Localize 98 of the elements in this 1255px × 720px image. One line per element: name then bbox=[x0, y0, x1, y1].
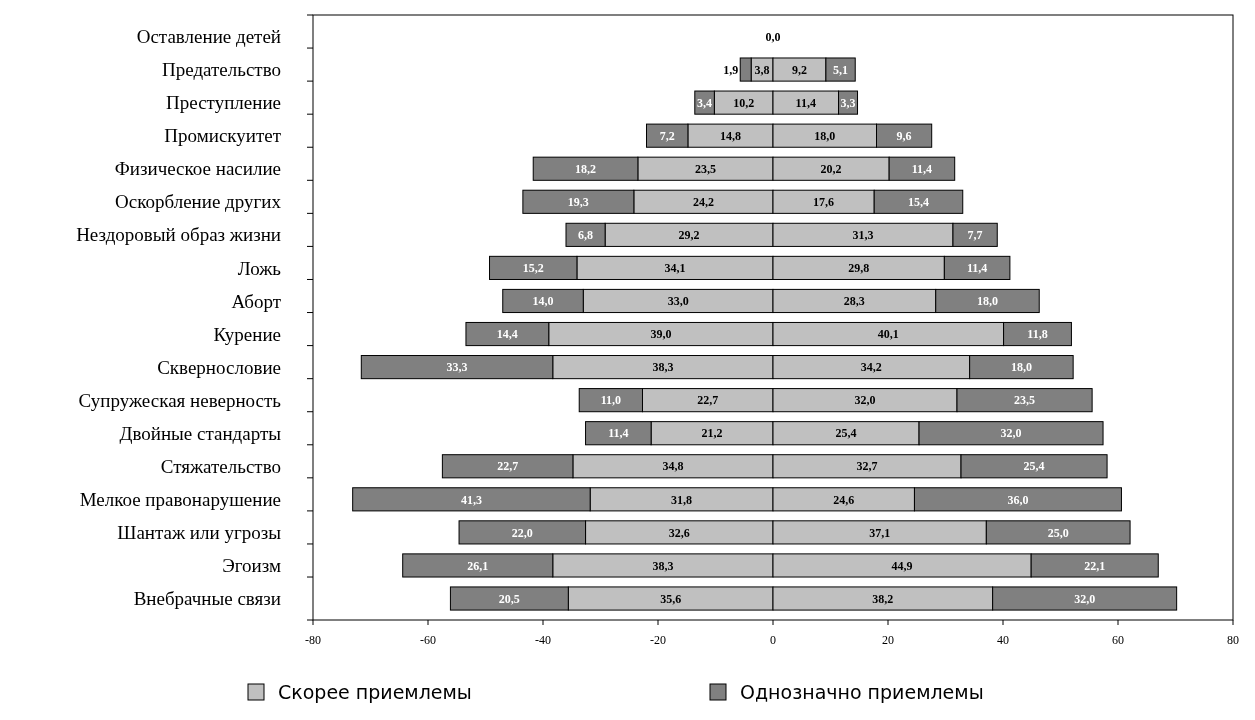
data-label: 37,1 bbox=[869, 525, 891, 540]
data-label: 35,6 bbox=[660, 591, 682, 606]
data-label: 11,4 bbox=[608, 426, 629, 441]
x-tick-label: 20 bbox=[882, 633, 894, 647]
data-label: 28,3 bbox=[843, 294, 865, 309]
y-tick-label: Сквернословие bbox=[157, 356, 281, 378]
data-label: 7,2 bbox=[659, 128, 675, 143]
y-tick-label: Мелкое правонарушение bbox=[79, 488, 281, 510]
x-tick-label: -20 bbox=[650, 633, 666, 647]
data-label: 34,8 bbox=[662, 459, 684, 474]
data-label: 3,3 bbox=[840, 95, 856, 110]
y-tick-label: Супружеская неверность bbox=[78, 389, 282, 411]
y-tick-label: Ложь bbox=[237, 257, 282, 279]
x-tick-label: 80 bbox=[1227, 633, 1239, 647]
data-label: 29,8 bbox=[848, 261, 870, 276]
data-label: 20,2 bbox=[820, 161, 842, 176]
data-label: 3,8 bbox=[754, 62, 770, 77]
data-label: 25,4 bbox=[1023, 459, 1045, 474]
data-label: 38,3 bbox=[652, 558, 674, 573]
x-tick-label: -80 bbox=[305, 633, 321, 647]
data-label: 25,4 bbox=[835, 426, 857, 441]
y-tick-label: Предательство bbox=[162, 59, 281, 81]
data-label: 11,4 bbox=[795, 95, 816, 110]
data-label: 24,2 bbox=[692, 194, 714, 209]
x-tick-label: 60 bbox=[1112, 633, 1124, 647]
data-label: 18,0 bbox=[976, 294, 998, 309]
data-label: 36,0 bbox=[1007, 492, 1029, 507]
legend-label: Однозначно приемлемы bbox=[740, 680, 984, 703]
data-label: 32,0 bbox=[1000, 426, 1022, 441]
data-label: 26,1 bbox=[467, 558, 489, 573]
data-label: 21,2 bbox=[701, 426, 723, 441]
data-label: 18,0 bbox=[814, 128, 836, 143]
data-label: 33,3 bbox=[446, 360, 468, 375]
y-tick-label: Оскорбление других bbox=[115, 191, 282, 213]
data-label: 22,7 bbox=[697, 393, 719, 408]
data-label: 25,0 bbox=[1047, 525, 1069, 540]
data-label: 23,5 bbox=[1014, 393, 1036, 408]
data-label: 24,6 bbox=[833, 492, 855, 507]
data-label: 17,6 bbox=[813, 194, 835, 209]
y-tick-label: Внебрачные связи bbox=[133, 588, 281, 610]
y-tick-label: Курение bbox=[213, 323, 281, 345]
data-label: 34,2 bbox=[860, 360, 882, 375]
y-tick-label: Физическое насилие bbox=[114, 158, 281, 180]
data-label: 7,7 bbox=[967, 228, 983, 243]
data-label: 38,3 bbox=[652, 360, 674, 375]
data-label: 14,0 bbox=[532, 294, 554, 309]
data-label: 0,0 bbox=[765, 29, 781, 44]
y-tick-label: Двойные стандарты bbox=[119, 422, 282, 444]
x-tick-label: 0 bbox=[770, 633, 776, 647]
data-label: 22,1 bbox=[1084, 558, 1106, 573]
y-tick-label: Эгоизм bbox=[222, 555, 281, 577]
data-label: 11,0 bbox=[600, 393, 622, 408]
data-label: 9,2 bbox=[791, 62, 807, 77]
data-label: 10,2 bbox=[733, 95, 755, 110]
data-label: 5,1 bbox=[833, 62, 849, 77]
data-label: 18,2 bbox=[575, 161, 597, 176]
data-label: 9,6 bbox=[896, 128, 912, 143]
data-label: 32,0 bbox=[854, 393, 876, 408]
data-label: 32,0 bbox=[1074, 591, 1096, 606]
data-label: 34,1 bbox=[664, 261, 686, 276]
data-label: 44,9 bbox=[891, 558, 913, 573]
y-tick-label: Аборт bbox=[231, 290, 282, 312]
y-tick-label: Промискуитет bbox=[164, 125, 282, 147]
legend-label: Скорее приемлемы bbox=[278, 680, 472, 703]
data-label: 11,4 bbox=[911, 161, 933, 176]
data-label: 31,8 bbox=[671, 492, 693, 507]
data-label: 32,7 bbox=[856, 459, 878, 474]
data-label: 32,6 bbox=[668, 525, 690, 540]
x-tick-label: -60 bbox=[420, 633, 436, 647]
data-label: 39,0 bbox=[650, 327, 672, 342]
data-label: 1,9 bbox=[723, 62, 739, 77]
data-label: 14,8 bbox=[719, 128, 741, 143]
data-label: 19,3 bbox=[567, 194, 589, 209]
data-label: 31,3 bbox=[852, 228, 874, 243]
data-label: 18,0 bbox=[1010, 360, 1032, 375]
data-label: 20,5 bbox=[498, 591, 520, 606]
x-tick-label: 40 bbox=[997, 633, 1009, 647]
data-label: 22,7 bbox=[497, 459, 519, 474]
data-label: 41,3 bbox=[460, 492, 482, 507]
x-tick-label: -40 bbox=[535, 633, 551, 647]
data-label: 11,4 bbox=[966, 261, 988, 276]
data-label: 40,1 bbox=[877, 327, 899, 342]
data-label: 11,8 bbox=[1027, 327, 1048, 342]
y-tick-label: Преступление bbox=[166, 92, 281, 114]
y-tick-label: Шантаж или угрозы bbox=[117, 522, 282, 544]
y-tick-label: Стяжательство bbox=[160, 455, 281, 477]
data-label: 22,0 bbox=[511, 525, 533, 540]
y-tick-label: Нездоровый образ жизни bbox=[76, 224, 281, 246]
data-label: 15,2 bbox=[522, 261, 544, 276]
y-tick-label: Оставление детей bbox=[136, 26, 281, 48]
data-label: 14,4 bbox=[496, 327, 518, 342]
data-label: 23,5 bbox=[694, 161, 716, 176]
data-label: 15,4 bbox=[907, 194, 929, 209]
data-label: 29,2 bbox=[678, 228, 700, 243]
data-label: 38,2 bbox=[872, 591, 894, 606]
data-label: 6,8 bbox=[578, 228, 594, 243]
data-label: 3,4 bbox=[697, 95, 713, 110]
data-label: 33,0 bbox=[667, 294, 689, 309]
